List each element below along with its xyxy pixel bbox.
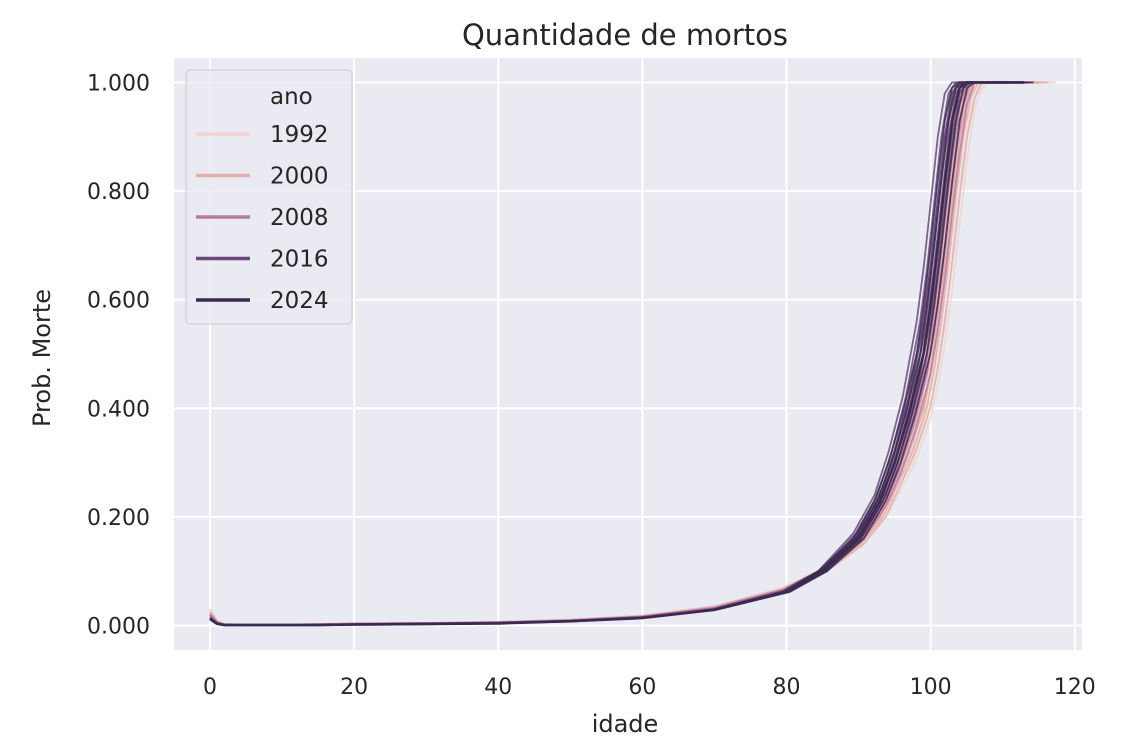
legend-label-2024: 2024 (270, 288, 329, 314)
y-tick-label: 0.800 (87, 180, 150, 205)
legend: ano 1992 2000 2008 2016 2024 (185, 69, 353, 325)
x-tick-label: 20 (340, 675, 368, 700)
series-line-2024-variant (209, 81, 1034, 626)
series-lines (208, 81, 1056, 627)
x-tick-label: 0 (203, 675, 217, 700)
x-tick-label: 100 (910, 675, 952, 700)
x-axis-label: idade (592, 710, 659, 738)
y-tick-labels: 0.000 0.200 0.400 0.600 0.800 1.000 (87, 71, 150, 639)
y-tick-label: 0.000 (87, 615, 150, 640)
x-tick-label: 120 (1054, 675, 1096, 700)
legend-title: ano (270, 84, 313, 110)
legend-label-2008: 2008 (270, 205, 329, 231)
x-tick-labels: 0 20 40 60 80 100 120 (203, 675, 1096, 700)
legend-box (185, 69, 353, 325)
legend-label-1992: 1992 (270, 122, 329, 148)
y-tick-label: 1.000 (87, 71, 150, 96)
x-tick-label: 60 (628, 675, 656, 700)
chart-title: Quantidade de mortos (462, 18, 788, 52)
y-tick-label: 0.600 (87, 289, 150, 314)
y-tick-label: 0.400 (87, 397, 150, 422)
y-axis-label: Prob. Morte (28, 289, 56, 427)
legend-label-2016: 2016 (270, 247, 329, 273)
x-tick-label: 80 (773, 675, 801, 700)
legend-label-2000: 2000 (270, 164, 329, 190)
y-tick-label: 0.200 (87, 506, 150, 531)
x-tick-label: 40 (484, 675, 512, 700)
